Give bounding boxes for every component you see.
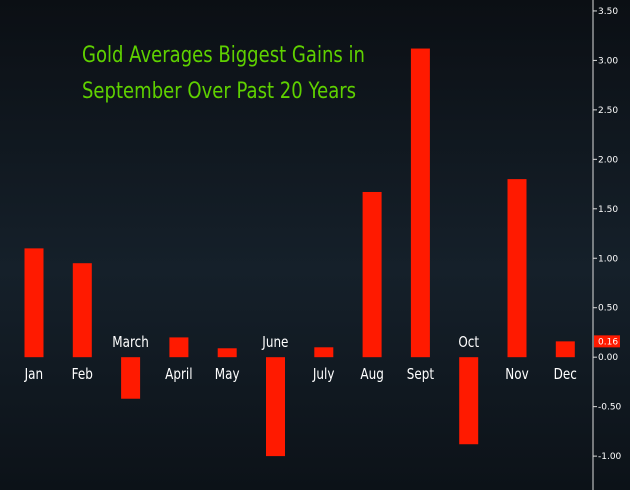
category-label-aug: Aug xyxy=(360,366,383,384)
category-label-may: May xyxy=(215,366,240,384)
y-tick-label: 1.50 xyxy=(598,205,618,215)
bar-may xyxy=(217,348,237,358)
bar-march xyxy=(121,357,141,399)
chart-title-line-1: Gold Averages Biggest Gains in xyxy=(82,41,365,67)
bar-aug xyxy=(362,191,382,358)
bar-dec xyxy=(555,341,575,358)
category-label-july: July xyxy=(312,366,334,384)
bar-oct xyxy=(459,357,479,445)
bar-feb xyxy=(72,263,92,358)
bar-nov xyxy=(507,179,527,358)
last-value-box xyxy=(594,335,620,348)
last-value-label: 0.16 xyxy=(598,337,618,347)
bar-june xyxy=(266,357,285,457)
y-tick-label: 3.50 xyxy=(598,7,618,17)
y-tick-label: 3.00 xyxy=(598,56,618,66)
category-label-june: June xyxy=(261,334,288,352)
y-tick-label: 1.00 xyxy=(598,254,618,264)
y-tick-label: 0.50 xyxy=(598,304,618,314)
y-tick-label: 0.00 xyxy=(598,353,618,363)
category-label-dec: Dec xyxy=(554,366,577,384)
category-label-jan: Jan xyxy=(24,366,43,384)
category-label-oct: Oct xyxy=(458,334,479,352)
bar-july xyxy=(314,347,334,358)
bar-jan xyxy=(24,248,44,358)
y-tick-label: -1.00 xyxy=(598,452,622,462)
y-tick-label: 2.00 xyxy=(598,155,618,165)
category-label-march: March xyxy=(112,334,149,352)
bar-sept xyxy=(410,48,430,358)
bar-april xyxy=(169,337,189,358)
category-label-sept: Sept xyxy=(407,366,434,384)
y-tick-label: -0.50 xyxy=(598,403,622,413)
chart-title-line-2: September Over Past 20 Years xyxy=(82,77,356,103)
category-label-april: April xyxy=(165,366,192,384)
category-label-nov: Nov xyxy=(505,366,528,384)
category-label-feb: Feb xyxy=(72,366,93,384)
y-tick-label: 2.50 xyxy=(598,106,618,116)
